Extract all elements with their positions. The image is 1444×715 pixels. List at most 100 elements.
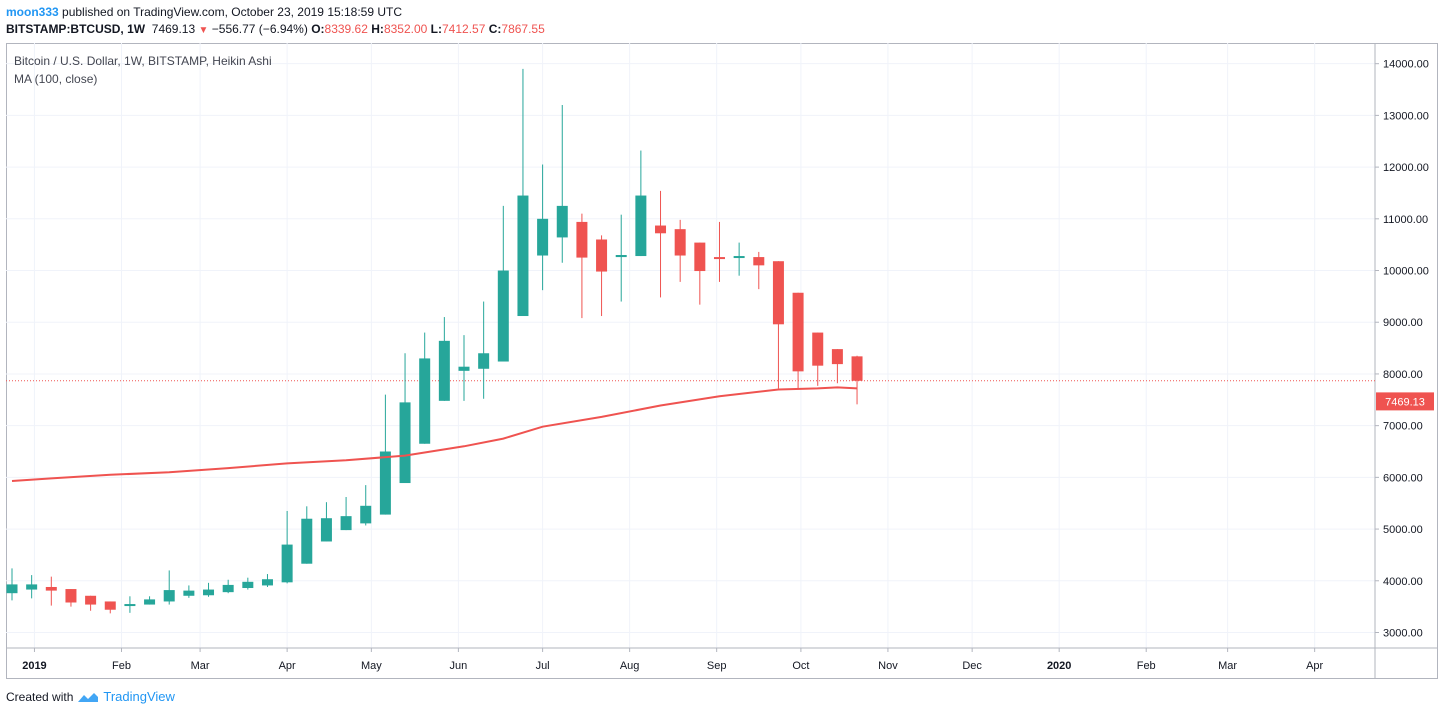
y-tick-label: 8000.00 bbox=[1383, 369, 1423, 381]
candle-body bbox=[772, 261, 784, 325]
candle-body bbox=[556, 205, 568, 238]
y-tick-label: 14000.00 bbox=[1383, 59, 1429, 71]
close-label: C: bbox=[488, 22, 502, 36]
candle-body bbox=[360, 505, 372, 524]
candle-body bbox=[379, 451, 391, 515]
candle-body bbox=[792, 292, 804, 372]
x-tick-label: 2019 bbox=[22, 660, 46, 672]
ma-line bbox=[11, 386, 858, 482]
candle-body bbox=[812, 332, 824, 366]
candle-body bbox=[163, 590, 175, 602]
candle-body bbox=[615, 255, 627, 258]
chart-legend: Bitcoin / U.S. Dollar, 1W, BITSTAMP, Hei… bbox=[14, 52, 272, 88]
high-label: H: bbox=[371, 22, 384, 36]
x-tick-label: Jun bbox=[450, 660, 468, 672]
open-label: O: bbox=[311, 22, 325, 36]
candle-body bbox=[674, 229, 686, 256]
y-tick-label: 3000.00 bbox=[1383, 627, 1423, 639]
candle-body bbox=[203, 589, 215, 596]
legend-title: Bitcoin / U.S. Dollar, 1W, BITSTAMP, Hei… bbox=[14, 54, 272, 68]
open-value: 8339.62 bbox=[324, 22, 368, 36]
candle-body bbox=[753, 257, 765, 266]
author-link[interactable]: moon333 bbox=[6, 5, 59, 19]
chart-frame bbox=[6, 43, 1438, 679]
candle-body bbox=[537, 218, 549, 256]
x-tick-label: Dec bbox=[962, 660, 982, 672]
footer: Created with TradingView bbox=[6, 689, 175, 704]
x-tick-label: Jul bbox=[536, 660, 550, 672]
candle-body bbox=[222, 584, 234, 593]
candle-body bbox=[713, 257, 725, 260]
tradingview-brand[interactable]: TradingView bbox=[103, 689, 175, 704]
x-tick-label: Feb bbox=[1137, 660, 1156, 672]
candle-body bbox=[281, 544, 293, 583]
candle-body bbox=[399, 402, 411, 484]
candle-body bbox=[419, 358, 431, 444]
candle-body bbox=[6, 584, 18, 594]
candle-body bbox=[301, 518, 313, 564]
x-tick-label: Sep bbox=[707, 660, 727, 672]
x-tick-label: Aug bbox=[620, 660, 640, 672]
x-tick-label: May bbox=[361, 660, 382, 672]
publish-info: published on TradingView.com, October 23… bbox=[62, 5, 403, 19]
y-tick-label: 6000.00 bbox=[1383, 472, 1423, 484]
down-arrow-icon: ▼ bbox=[198, 25, 209, 36]
y-tick-label: 4000.00 bbox=[1383, 576, 1423, 588]
candle-body bbox=[261, 579, 273, 586]
candle-body bbox=[517, 195, 529, 317]
candle-body bbox=[124, 604, 136, 607]
candle-body bbox=[478, 353, 490, 369]
y-tick-label: 5000.00 bbox=[1383, 524, 1423, 536]
candle-body bbox=[576, 221, 588, 258]
candle-body bbox=[242, 581, 254, 589]
candle-body bbox=[458, 366, 470, 371]
last-price: 7469.13 bbox=[151, 22, 196, 36]
x-tick-label: Oct bbox=[792, 660, 809, 672]
price-chart[interactable]: 3000.00 4000.00 5000.00 6000.00 7000.00 8000.… bbox=[6, 43, 1438, 679]
x-tick-label: Mar bbox=[191, 660, 210, 672]
candle-body bbox=[438, 340, 450, 401]
candle-body bbox=[733, 256, 745, 259]
x-tick-label: 2020 bbox=[1047, 660, 1071, 672]
x-tick-label: Apr bbox=[1306, 660, 1323, 672]
symbol-label: BITSTAMP:BTCUSD, 1W bbox=[6, 22, 146, 36]
price-label-box bbox=[1376, 392, 1434, 411]
candle-body bbox=[596, 239, 608, 272]
y-tick-label: 13000.00 bbox=[1383, 110, 1429, 122]
x-tick-label: Feb bbox=[112, 660, 131, 672]
candle-body bbox=[26, 584, 38, 590]
candle-body bbox=[320, 518, 332, 542]
close-value: 7867.55 bbox=[501, 22, 545, 36]
y-tick-label: 9000.00 bbox=[1383, 317, 1423, 329]
low-value: 7412.57 bbox=[442, 22, 486, 36]
candle-body bbox=[45, 586, 57, 591]
candle-body bbox=[655, 225, 667, 234]
candle-body bbox=[85, 595, 97, 605]
x-tick-label: Mar bbox=[1218, 660, 1237, 672]
x-tick-label: Nov bbox=[878, 660, 898, 672]
legend-indicator[interactable]: MA (100, close) bbox=[14, 72, 98, 86]
candle-body bbox=[694, 242, 706, 272]
y-tick-label: 7000.00 bbox=[1383, 421, 1423, 433]
candle-body bbox=[183, 590, 195, 596]
candle-body bbox=[65, 589, 77, 603]
candle-body bbox=[104, 601, 116, 610]
candle-body bbox=[831, 349, 843, 365]
tradingview-logo-icon bbox=[78, 692, 99, 702]
y-tick-label: 10000.00 bbox=[1383, 266, 1429, 278]
price-change: −556.77 (−6.94%) bbox=[211, 22, 308, 36]
candle-body bbox=[635, 195, 647, 257]
candle-body bbox=[144, 599, 156, 605]
x-tick-label: Apr bbox=[279, 660, 296, 672]
low-label: L: bbox=[430, 22, 442, 36]
price-label: 7469.13 bbox=[1385, 396, 1425, 408]
candle-body bbox=[497, 270, 509, 362]
high-value: 8352.00 bbox=[383, 22, 428, 36]
candle-body bbox=[340, 516, 352, 531]
y-tick-label: 12000.00 bbox=[1383, 162, 1429, 174]
created-with-label: Created with bbox=[6, 689, 74, 704]
quote-line: BITSTAMP:BTCUSD, 1W 7469.13 ▼ −556.77 (−… bbox=[6, 21, 545, 39]
y-tick-label: 11000.00 bbox=[1383, 214, 1428, 226]
publish-header: moon333 published on TradingView.com, Oc… bbox=[6, 4, 402, 21]
candle-body bbox=[851, 356, 863, 381]
